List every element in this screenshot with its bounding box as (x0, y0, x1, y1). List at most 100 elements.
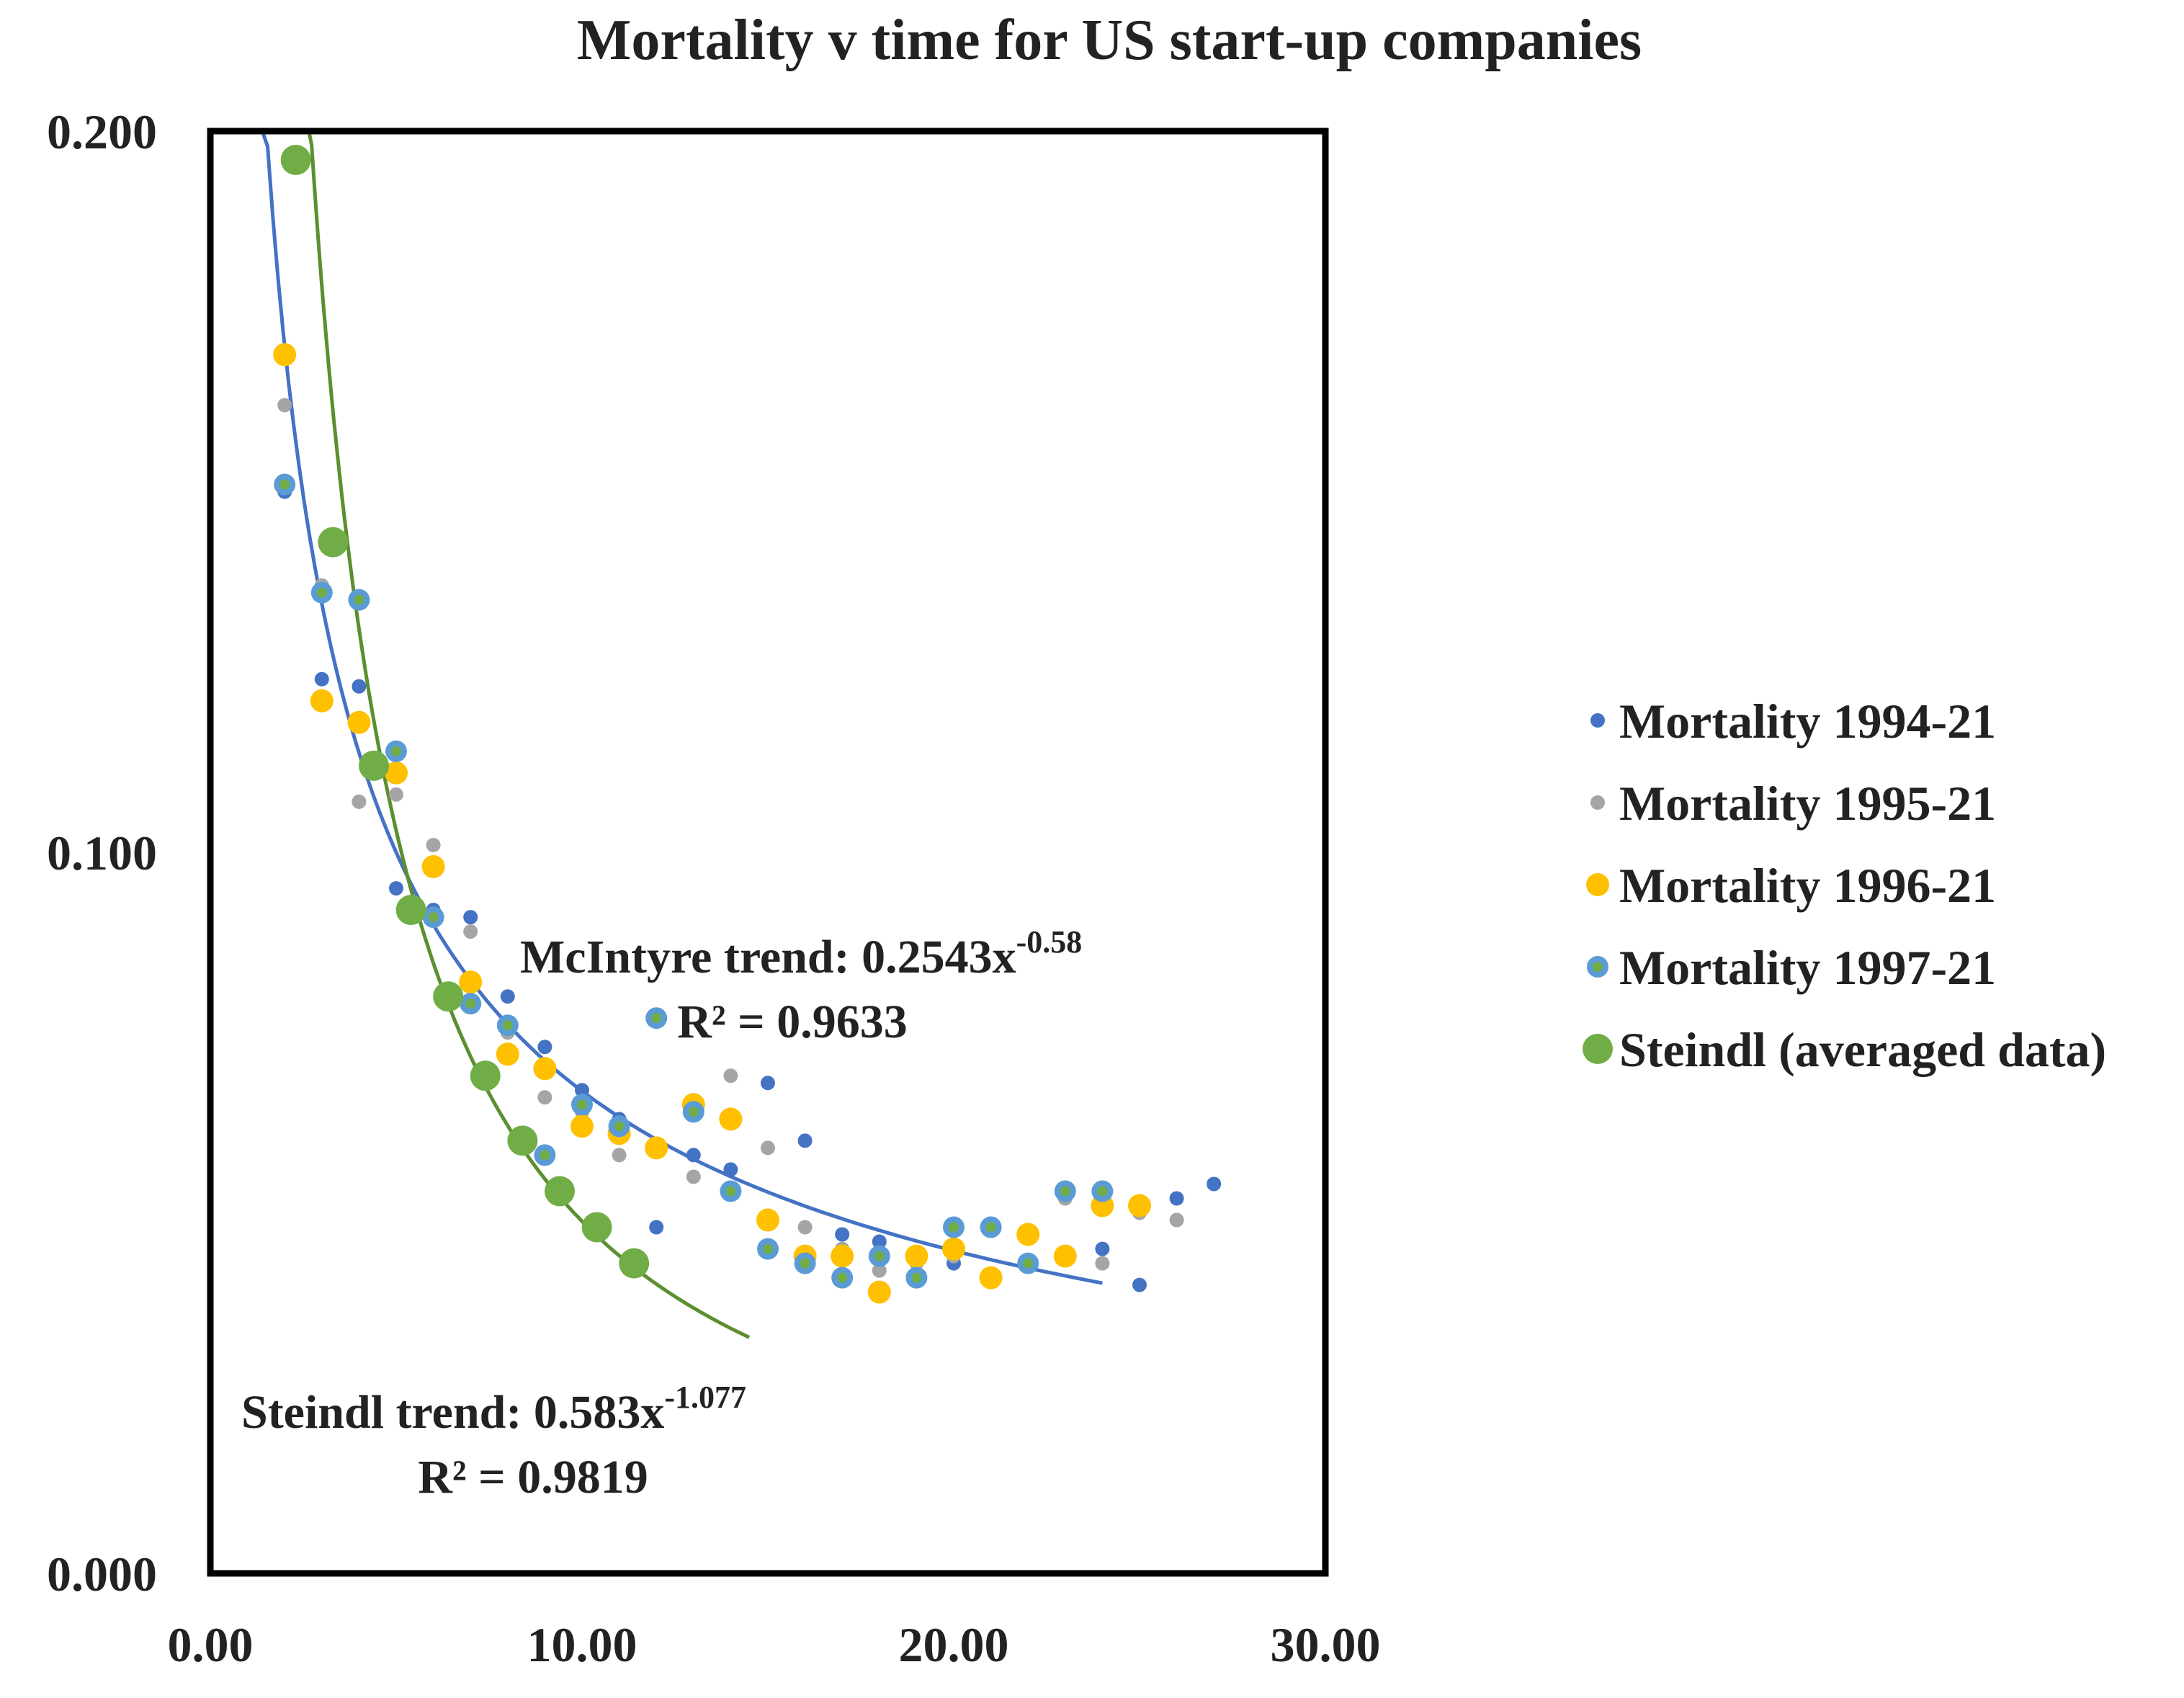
data-point-mortality-1997-21 (794, 1252, 816, 1274)
legend-item-mortality-1995-21: Mortality 1995-21 (1590, 776, 1996, 831)
mcintyre-trend-r2: R² = 0.9633 (677, 996, 908, 1048)
data-point-core (465, 998, 476, 1009)
x-tick-label: 0.00 (168, 1617, 254, 1672)
data-point-layer (273, 145, 1222, 1304)
y-tick-label: 0.200 (47, 104, 157, 159)
mcintyre-trend-label: McIntyre trend: 0.2543x-0.58 (520, 924, 1082, 983)
data-point-core (985, 1222, 996, 1233)
data-point-mortality-1997-21 (1587, 956, 1608, 978)
data-point-mortality-1994-21 (761, 1076, 775, 1091)
data-point-mortality-1995-21 (1590, 795, 1605, 810)
data-point-steindl-averaged-data (318, 527, 349, 558)
data-point-core (316, 587, 327, 598)
data-point-core (577, 1099, 587, 1110)
data-point-mortality-1997-21 (608, 1115, 630, 1138)
data-point-steindl-averaged-data (395, 895, 426, 926)
data-point-steindl-averaged-data (359, 750, 389, 781)
data-point-mortality-1995-21 (352, 794, 367, 809)
data-point-mortality-1997-21 (460, 993, 482, 1015)
data-point-mortality-1995-21 (426, 838, 441, 852)
legend-label: Steindl (averaged data) (1619, 1022, 2106, 1077)
data-point-core (279, 479, 290, 490)
data-point-mortality-1995-21 (612, 1148, 627, 1163)
data-point-mortality-1997-21 (1054, 1180, 1076, 1202)
data-point-mortality-1996-21 (942, 1237, 965, 1261)
legend-item-steindl-averaged-data: Steindl (averaged data) (1583, 1022, 2106, 1077)
data-point-mortality-1995-21 (1095, 1256, 1110, 1271)
x-tick-label: 20.00 (899, 1617, 1009, 1672)
data-point-mortality-1994-21 (389, 881, 403, 896)
mcintyre-trend-exponent: -0.58 (1016, 924, 1083, 960)
data-point-mortality-1996-21 (867, 1280, 891, 1304)
data-point-mortality-1997-21 (757, 1238, 779, 1260)
data-point-mortality-1997-21 (682, 1101, 704, 1123)
data-point-mortality-1994-21 (1132, 1277, 1147, 1292)
data-point-mortality-1994-21 (1095, 1241, 1110, 1256)
data-point-mortality-1996-21 (645, 1136, 668, 1160)
data-point-mortality-1997-21 (1017, 1252, 1039, 1274)
data-point-mortality-1997-21 (868, 1245, 890, 1267)
data-point-steindl-averaged-data (280, 145, 311, 175)
data-point-mortality-1994-21 (1207, 1176, 1222, 1192)
data-point-mortality-1996-21 (719, 1107, 743, 1131)
data-point-mortality-1995-21 (723, 1068, 738, 1083)
data-point-mortality-1995-21 (1169, 1212, 1184, 1228)
data-point-core (614, 1121, 625, 1132)
series-steindl-averaged-data (280, 145, 650, 1279)
data-point-mortality-1996-21 (979, 1266, 1003, 1290)
data-point-mortality-1997-21 (943, 1216, 965, 1238)
data-point-steindl-averaged-data (433, 981, 464, 1012)
data-point-mortality-1994-21 (1590, 713, 1605, 728)
data-point-steindl-averaged-data (470, 1060, 501, 1091)
data-point-mortality-1997-21 (422, 906, 444, 929)
data-point-mortality-1995-21 (872, 1263, 887, 1278)
data-point-core (354, 594, 364, 605)
data-point-mortality-1995-21 (537, 1090, 552, 1105)
data-point-core (688, 1107, 699, 1117)
data-point-core (428, 912, 439, 923)
data-point-mortality-1996-21 (1053, 1244, 1077, 1268)
data-point-core (874, 1251, 885, 1261)
mcintyre-trend-equation: McIntyre trend: 0.2543x (520, 931, 1016, 983)
legend: Mortality 1994-21 Mortality 1995-21 Mortal… (1583, 694, 2106, 1077)
data-point-mortality-1997-21 (310, 581, 333, 604)
data-point-mortality-1996-21 (459, 970, 483, 994)
data-point-mortality-1997-21 (496, 1014, 519, 1037)
data-point-mortality-1995-21 (761, 1140, 775, 1156)
data-point-steindl-averaged-data (1583, 1034, 1613, 1064)
data-point-core (651, 1013, 662, 1024)
data-point-mortality-1996-21 (273, 343, 297, 367)
data-point-steindl-averaged-data (545, 1176, 575, 1207)
data-point-core (800, 1258, 810, 1269)
series-mortality-1997-21 (274, 473, 1114, 1289)
data-point-mortality-1994-21 (835, 1227, 850, 1242)
data-point-mortality-1997-21 (720, 1180, 742, 1202)
data-point-mortality-1996-21 (570, 1114, 594, 1138)
data-point-mortality-1994-21 (686, 1148, 701, 1163)
data-point-mortality-1994-21 (537, 1040, 552, 1055)
data-point-steindl-averaged-data (507, 1125, 538, 1156)
legend-label: Mortality 1997-21 (1619, 940, 1996, 995)
data-point-mortality-1996-21 (756, 1208, 779, 1232)
data-point-mortality-1994-21 (723, 1162, 738, 1177)
chart-title: Mortality v time for US start-up compani… (577, 9, 1642, 72)
data-point-mortality-1996-21 (533, 1057, 557, 1081)
y-tick-label: 0.100 (47, 826, 157, 880)
data-point-core (1593, 962, 1603, 972)
data-point-mortality-1995-21 (389, 787, 403, 802)
data-point-mortality-1997-21 (571, 1094, 593, 1116)
data-point-mortality-1995-21 (797, 1220, 813, 1235)
data-point-core (837, 1272, 848, 1283)
x-tick-label: 30.00 (1271, 1617, 1381, 1672)
data-point-mortality-1994-21 (872, 1234, 887, 1249)
data-point-mortality-1996-21 (1128, 1194, 1151, 1217)
data-point-mortality-1996-21 (905, 1244, 928, 1268)
y-tick-label: 0.000 (47, 1547, 157, 1601)
data-point-steindl-averaged-data (619, 1248, 650, 1279)
data-point-mortality-1997-21 (1091, 1180, 1114, 1202)
data-point-core (911, 1272, 922, 1283)
data-point-mortality-1996-21 (421, 855, 445, 878)
data-point-mortality-1994-21 (649, 1220, 664, 1235)
